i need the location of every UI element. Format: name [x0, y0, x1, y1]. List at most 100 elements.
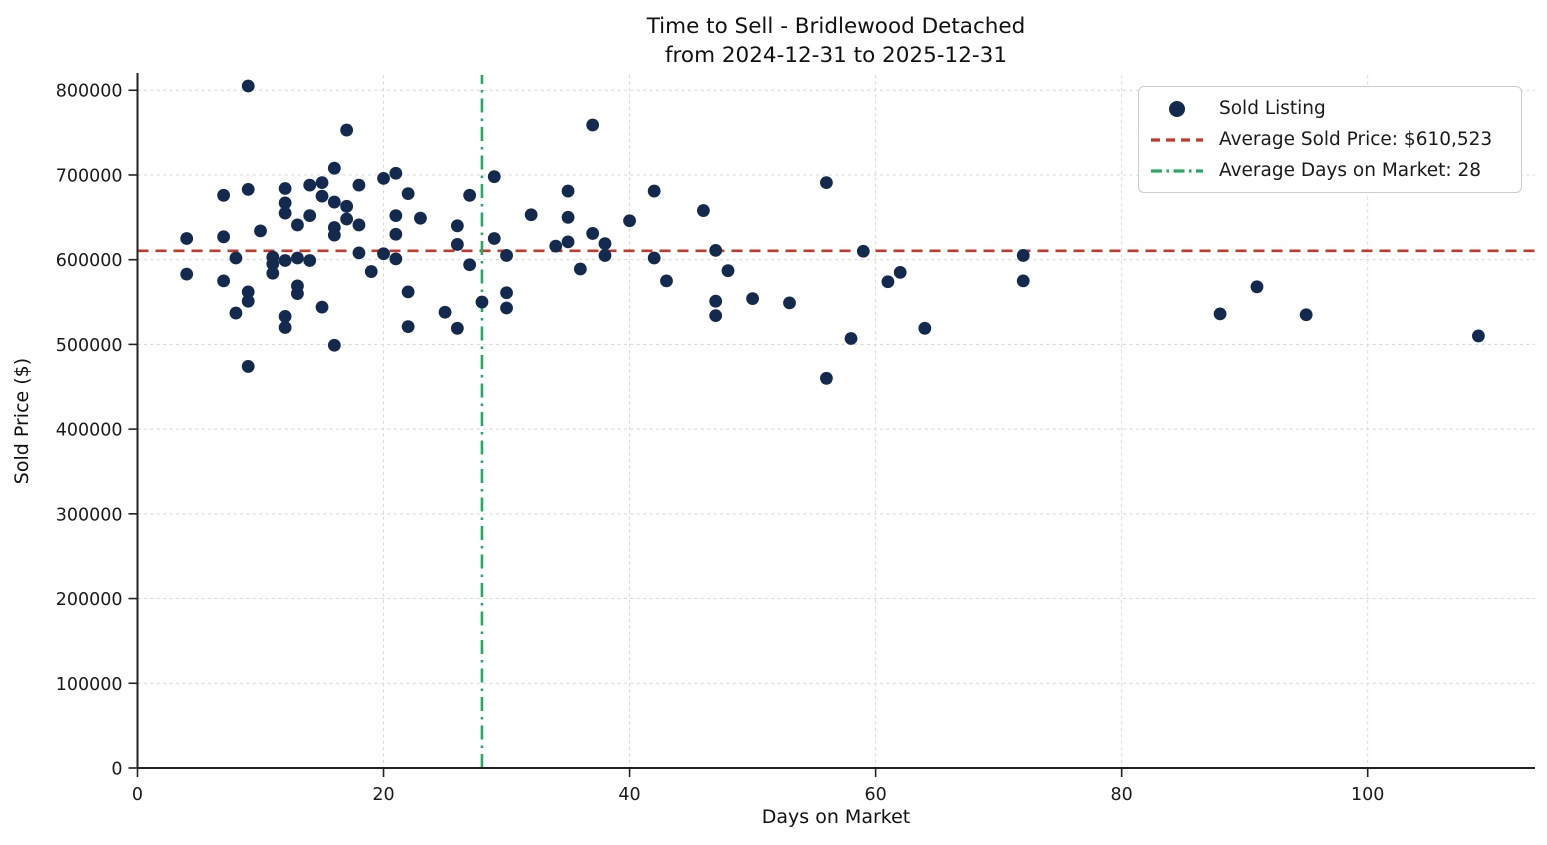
- data-point: [217, 230, 231, 244]
- data-point: [586, 227, 600, 240]
- sold-listing-dot-icon: [1169, 100, 1185, 117]
- data-point: [278, 206, 292, 220]
- data-point: [315, 300, 329, 314]
- data-point: [327, 195, 341, 209]
- data-point: [254, 224, 267, 238]
- data-point: [893, 265, 907, 279]
- data-point: [217, 188, 231, 202]
- y-axis-label: Sold Price ($): [11, 357, 33, 485]
- dashdot-line-marker: [1151, 168, 1203, 174]
- x-tick-label: 0: [132, 785, 143, 805]
- data-point: [389, 166, 403, 180]
- data-point: [340, 123, 354, 137]
- data-point: [364, 265, 378, 278]
- x-tick-label: 100: [1351, 785, 1384, 805]
- data-point: [389, 209, 403, 223]
- data-point: [500, 301, 513, 315]
- data-point: [340, 199, 354, 213]
- data-point: [450, 238, 464, 251]
- data-point: [401, 285, 415, 299]
- data-point: [266, 266, 280, 280]
- data-point: [709, 309, 723, 323]
- data-point: [438, 305, 452, 319]
- chart-title: Time to Sell - Bridlewood Detached: [646, 14, 1026, 39]
- data-point: [500, 249, 513, 262]
- legend: Sold Listing Average Sold Price: $610,523…: [1138, 86, 1522, 193]
- legend-entry: Sold Listing: [1151, 95, 1509, 122]
- data-point: [1299, 308, 1313, 322]
- legend-label: Sold Listing: [1219, 98, 1326, 119]
- y-tick-label: 100000: [56, 675, 123, 695]
- data-point: [500, 286, 513, 300]
- data-point: [303, 254, 317, 267]
- dashdot-line-icon: [1151, 168, 1203, 173]
- data-point: [820, 176, 833, 189]
- data-point: [820, 371, 833, 385]
- data-point: [180, 232, 194, 245]
- data-point: [241, 79, 255, 93]
- data-point: [278, 196, 292, 210]
- data-point: [623, 214, 636, 228]
- data-point: [377, 247, 390, 261]
- data-point: [709, 294, 723, 308]
- legend-label: Average Sold Price: $610,523: [1219, 129, 1493, 150]
- dashed-line-icon: [1151, 137, 1203, 142]
- data-point: [327, 161, 341, 175]
- data-point: [315, 189, 329, 203]
- data-point: [524, 208, 538, 222]
- y-tick-label: 400000: [56, 421, 123, 441]
- data-point: [487, 232, 501, 245]
- y-tick-label: 500000: [56, 336, 123, 356]
- y-tick-label: 700000: [56, 166, 123, 186]
- data-point: [377, 171, 390, 185]
- data-point: [721, 264, 735, 278]
- data-point: [352, 218, 366, 232]
- data-point: [266, 250, 280, 264]
- data-point: [463, 188, 477, 202]
- data-point: [352, 246, 366, 260]
- data-point: [303, 178, 317, 192]
- data-point: [660, 274, 673, 288]
- data-point: [450, 321, 464, 335]
- data-point: [241, 294, 255, 308]
- data-point: [1016, 249, 1030, 262]
- data-point: [586, 118, 600, 132]
- data-point: [241, 360, 255, 373]
- data-point: [647, 184, 661, 198]
- data-point: [549, 239, 563, 253]
- y-tick-label: 800000: [56, 82, 123, 102]
- data-point: [1213, 307, 1227, 321]
- data-point: [561, 210, 575, 224]
- data-point: [647, 251, 661, 265]
- y-tick-label: 200000: [56, 590, 123, 610]
- data-point: [278, 182, 292, 195]
- data-point: [1016, 274, 1030, 288]
- y-tick-label: 600000: [56, 251, 123, 271]
- data-point: [291, 218, 304, 232]
- data-point: [487, 170, 501, 184]
- data-point: [696, 204, 710, 217]
- data-point: [327, 228, 341, 242]
- data-point: [561, 184, 575, 198]
- data-point: [241, 182, 255, 196]
- data-point: [229, 306, 243, 320]
- data-point: [450, 219, 464, 233]
- data-point: [709, 243, 723, 257]
- data-point: [401, 187, 415, 201]
- chart-subtitle: from 2024-12-31 to 2025-12-31: [664, 43, 1008, 68]
- legend-entry: Average Sold Price: $610,523: [1151, 126, 1509, 153]
- data-point: [352, 178, 366, 192]
- data-point: [844, 332, 858, 345]
- data-point: [1250, 280, 1264, 294]
- legend-label: Average Days on Market: 28: [1219, 160, 1482, 181]
- data-point: [278, 310, 292, 323]
- data-point: [327, 338, 341, 352]
- data-point: [856, 244, 870, 258]
- x-tick-label: 80: [1111, 785, 1133, 805]
- data-point: [303, 209, 317, 223]
- dashed-line-marker: [1151, 137, 1203, 143]
- x-tick-label: 60: [864, 785, 886, 805]
- data-point: [598, 249, 612, 262]
- x-tick-label: 40: [618, 785, 640, 805]
